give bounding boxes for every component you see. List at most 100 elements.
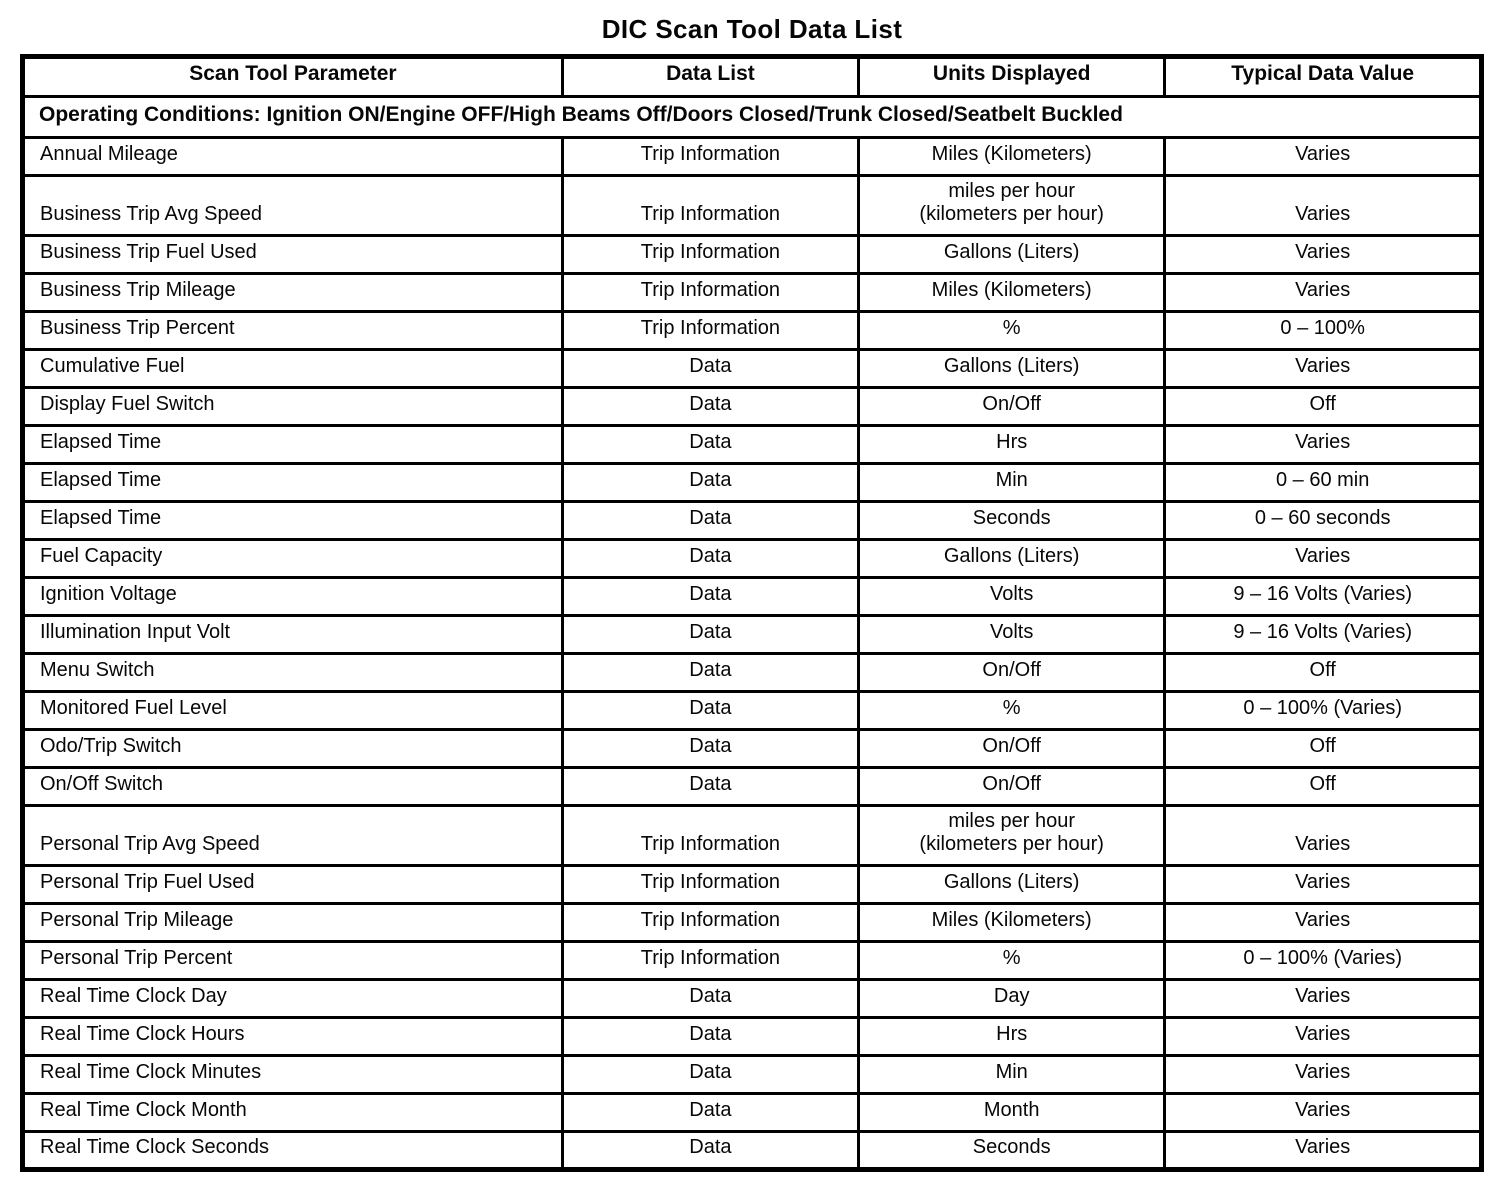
data-list-cell: Data [560,462,861,504]
data-list-cell: Data [560,1092,861,1134]
value-cell: 9 – 16 Volts (Varies) [1163,614,1483,656]
column-header: Scan Tool Parameter [21,54,564,99]
table-row: Fuel Capacity Data Gallons (Liters) Varies [21,538,1483,580]
table-row: Personal Trip Mileage Trip Information Mil… [21,902,1483,944]
table-body: Annual Mileage Trip Information Miles (Kil… [21,136,1483,1172]
operating-conditions-row: Operating Conditions: Ignition ON/Engine… [21,95,1483,140]
value-cell: Varies [1163,902,1483,944]
table-row: Personal Trip Fuel Used Trip Information G… [21,864,1483,906]
param-cell: Illumination Input Volt [21,614,564,656]
table-row: Annual Mileage Trip Information Miles (Kil… [21,136,1483,178]
param-cell: Cumulative Fuel [21,348,564,390]
units-cell: miles per hour (kilometers per hour) [856,174,1167,238]
units-cell: On/Off [856,386,1167,428]
value-cell: Off [1163,386,1483,428]
value-cell: Varies [1163,1016,1483,1058]
table-row: Illumination Input Volt Data Volts 9 – 16 V… [21,614,1483,656]
units-cell: Volts [856,614,1167,656]
value-cell: Varies [1163,804,1483,868]
data-list-cell: Data [560,652,861,694]
units-cell: Gallons (Liters) [856,538,1167,580]
units-cell: Gallons (Liters) [856,234,1167,276]
table-row: Business Trip Percent Trip Information% 0 … [21,310,1483,352]
data-list-cell: Data [560,1054,861,1096]
units-cell: Month [856,1092,1167,1134]
value-cell: 0 – 60 min [1163,462,1483,504]
table-row: Display Fuel Switch Data On/Off Off [21,386,1483,428]
data-list-cell: Trip Information [560,310,861,352]
table-header-row: Scan Tool Parameter Data List Units Displa… [21,54,1483,99]
value-cell: 0 – 100% (Varies) [1163,690,1483,732]
param-cell: Display Fuel Switch [21,386,564,428]
table-row: Monitored Fuel Level Data% 0 – 100% (Varie… [21,690,1483,732]
value-cell: 0 – 100% (Varies) [1163,940,1483,982]
value-cell: Varies [1163,1054,1483,1096]
units-cell: On/Off [856,728,1167,770]
data-list-cell: Data [560,424,861,466]
table-row: On/Off Switch Data On/Off Off [21,766,1483,808]
data-list-cell: Data [560,728,861,770]
data-list-cell: Trip Information [560,804,861,868]
value-cell: Varies [1163,424,1483,466]
units-cell: Min [856,1054,1167,1096]
units-cell: Volts [856,576,1167,618]
data-list-cell: Trip Information [560,272,861,314]
param-cell: On/Off Switch [21,766,564,808]
data-list-cell: Data [560,538,861,580]
units-cell: Day [856,978,1167,1020]
data-list-cell: Trip Information [560,940,861,982]
param-cell: Elapsed Time [21,462,564,504]
param-cell: Business Trip Fuel Used [21,234,564,276]
table-row: Cumulative Fuel Data Gallons (Liters) Varie… [21,348,1483,390]
value-cell: Varies [1163,136,1483,178]
table-row: Real Time Clock Hours Data Hrs Varies [21,1016,1483,1058]
data-list-cell: Data [560,386,861,428]
data-list-cell: Data [560,614,861,656]
param-cell: Real Time Clock Day [21,978,564,1020]
column-header: Typical Data Value [1163,54,1483,99]
data-list-cell: Data [560,576,861,618]
table-row: Elapsed Time Data Hrs Varies [21,424,1483,466]
param-cell: Real Time Clock Minutes [21,1054,564,1096]
param-cell: Real Time Clock Month [21,1092,564,1134]
param-cell: Elapsed Time [21,424,564,466]
table-row: Odo/Trip Switch Data On/Off Off [21,728,1483,770]
data-list-cell: Trip Information [560,864,861,906]
units-cell: % [856,310,1167,352]
units-cell: Min [856,462,1167,504]
units-cell: On/Off [856,766,1167,808]
param-cell: Annual Mileage [21,136,564,178]
value-cell: Varies [1163,1092,1483,1134]
data-list-cell: Trip Information [560,234,861,276]
table-row: Elapsed Time Data Seconds 0 – 60 seconds [21,500,1483,542]
value-cell: Off [1163,728,1483,770]
value-cell: Varies [1163,272,1483,314]
value-cell: 0 – 60 seconds [1163,500,1483,542]
table-row: Elapsed Time Data Min 0 – 60 min [21,462,1483,504]
data-list-cell: Data [560,500,861,542]
page-title: DIC Scan Tool Data List [601,14,903,44]
param-cell: Business Trip Avg Speed [21,174,564,238]
value-cell: Varies [1163,864,1483,906]
table-row: Ignition Voltage Data Volts 9 – 16 Volts (V… [21,576,1483,618]
units-cell: Seconds [856,500,1167,542]
value-cell: Off [1163,766,1483,808]
param-cell: Real Time Clock Hours [21,1016,564,1058]
param-cell: Personal Trip Percent [21,940,564,982]
data-list-cell: Data [560,766,861,808]
value-cell: 9 – 16 Volts (Varies) [1163,576,1483,618]
param-cell: Odo/Trip Switch [21,728,564,770]
column-header: Units Displayed [856,54,1167,99]
param-cell: Business Trip Percent [21,310,564,352]
param-cell: Personal Trip Fuel Used [21,864,564,906]
units-cell: On/Off [856,652,1167,694]
units-cell: Miles (Kilometers) [856,902,1167,944]
table-row: Business Trip Avg Speed Trip Information m… [21,174,1483,238]
table-row: Real Time Clock Month Data Month Varies [21,1092,1483,1134]
param-cell: Personal Trip Avg Speed [21,804,564,868]
data-list-cell: Trip Information [560,136,861,178]
units-cell: Miles (Kilometers) [856,136,1167,178]
value-cell: 0 – 100% [1163,310,1483,352]
data-list-cell: Data [560,1016,861,1058]
